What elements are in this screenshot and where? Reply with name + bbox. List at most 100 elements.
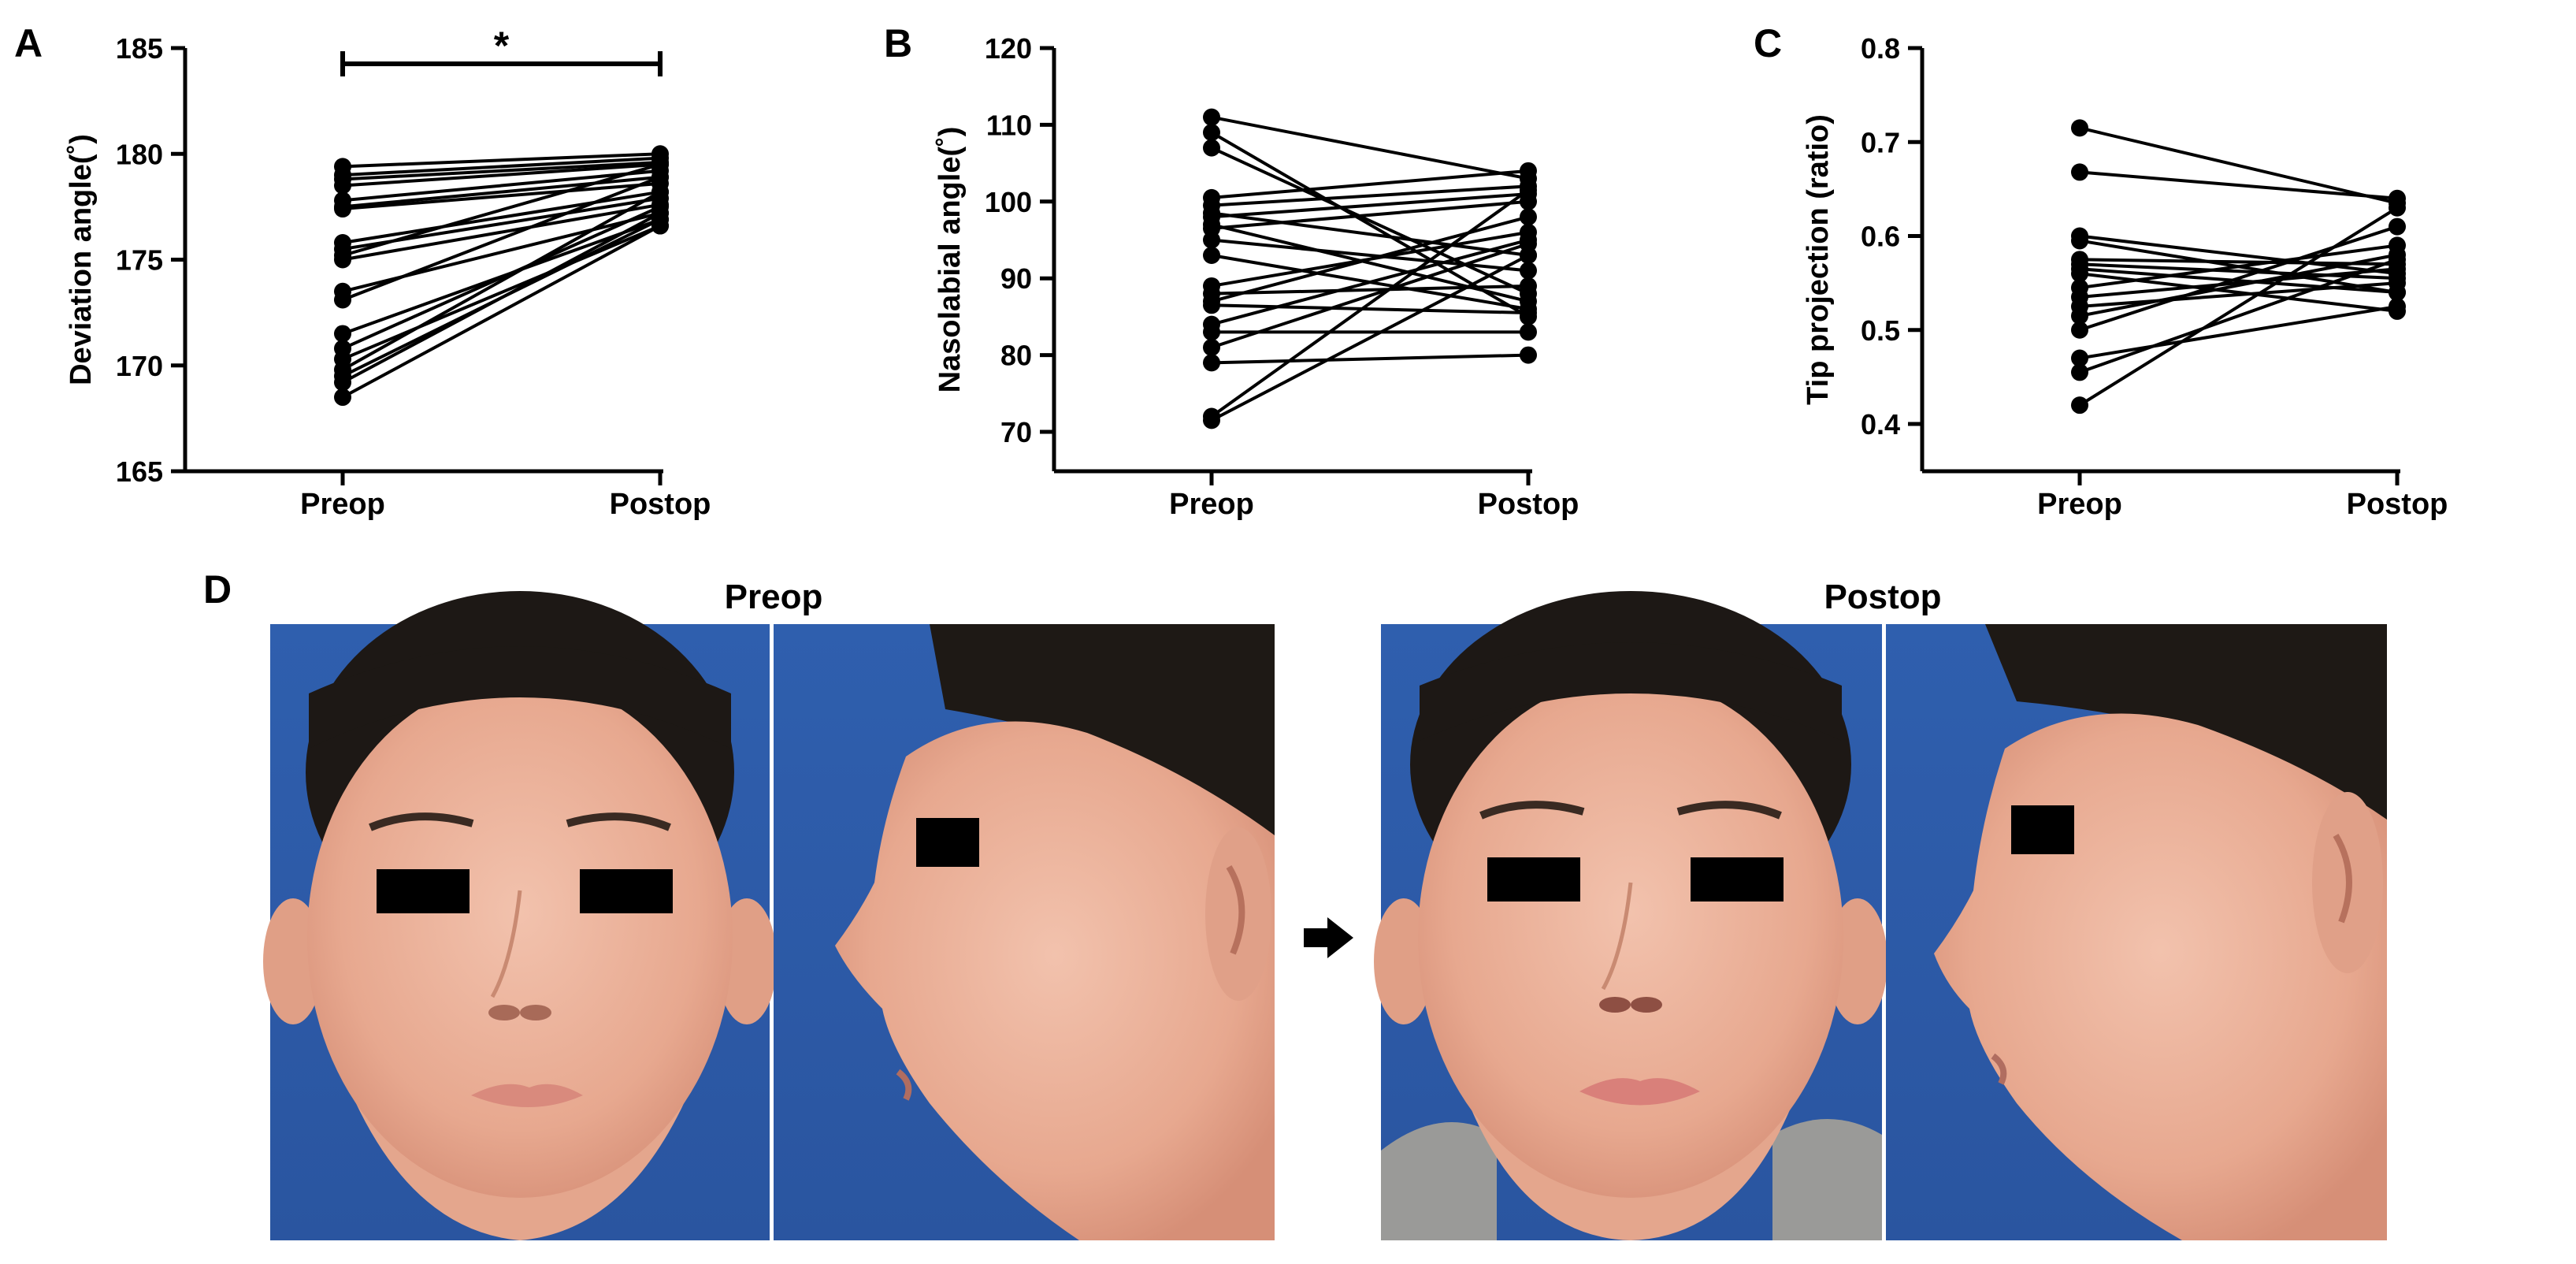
data-point — [2071, 363, 2088, 381]
series-line — [342, 205, 661, 351]
y-tick-label: 120 — [985, 32, 1032, 65]
y-axis-title: Nasolabial angle(˚) — [934, 127, 967, 393]
data-point — [2071, 119, 2088, 137]
data-point — [1520, 162, 1537, 180]
series-line — [342, 203, 661, 262]
postop-photo-title: Postop — [1824, 578, 1941, 616]
y-axis-title: Tip projection (ratio) — [1802, 114, 1835, 405]
data-point — [651, 183, 669, 201]
series-line — [2079, 253, 2398, 318]
data-point — [334, 291, 351, 309]
data-point — [334, 388, 351, 407]
data-point — [2389, 297, 2406, 315]
data-point — [651, 217, 669, 235]
y-tick-label: 165 — [116, 455, 163, 488]
data-point — [1520, 181, 1537, 199]
x-tick-label: Preop — [300, 488, 385, 521]
data-point — [1203, 246, 1220, 264]
series-line — [342, 175, 661, 302]
series-line — [1211, 238, 1529, 273]
chart-a-deviation-angle: 165 170 175 180 185 Preop Postop Deviation angl… — [65, 24, 711, 521]
data-point — [1520, 246, 1537, 264]
series-line — [1211, 146, 1529, 296]
data-point — [1520, 346, 1537, 364]
series-line — [1211, 192, 1529, 219]
preop-lateral-photo — [774, 624, 1275, 1240]
data-point — [2071, 321, 2088, 339]
x-tick-label: Preop — [1169, 488, 1254, 521]
series-line — [1211, 215, 1529, 303]
series-line — [1211, 353, 1529, 365]
series-line — [342, 175, 661, 209]
data-point — [334, 374, 351, 392]
data-point — [2071, 265, 2088, 283]
data-point — [2071, 163, 2088, 181]
data-point — [2389, 251, 2406, 269]
series-line — [342, 169, 661, 203]
series-line — [2079, 126, 2398, 205]
series-line — [1211, 242, 1529, 349]
data-point — [2071, 396, 2088, 415]
right-arrow-icon — [1304, 917, 1353, 958]
preop-frontal-photo — [263, 591, 777, 1240]
panel-label-a: A — [14, 21, 43, 65]
series-line — [1211, 169, 1529, 199]
y-tick-label: 0.7 — [1861, 126, 1900, 158]
y-tick-label: 0.4 — [1861, 408, 1900, 441]
y-tick-label: 180 — [116, 138, 163, 170]
series-line — [1211, 211, 1529, 257]
data-point — [1203, 139, 1220, 157]
data-point — [1520, 304, 1537, 322]
data-point — [1203, 108, 1220, 126]
y-tick-label: 80 — [1000, 340, 1032, 372]
series-line — [342, 224, 661, 399]
series-line — [1211, 199, 1529, 230]
y-tick-label: 185 — [116, 32, 163, 65]
postop-frontal-photo — [1374, 591, 1887, 1240]
y-tick-label: 0.8 — [1861, 32, 1900, 65]
series-line — [1211, 284, 1529, 296]
x-tick-label: Postop — [1478, 488, 1579, 521]
data-point — [1203, 338, 1220, 356]
y-tick-label: 100 — [985, 186, 1032, 218]
series-line — [342, 156, 661, 177]
series-line — [2079, 225, 2398, 332]
series-line — [1211, 303, 1529, 315]
series-line — [342, 190, 661, 244]
panel-label-c: C — [1754, 21, 1782, 65]
data-point — [2071, 307, 2088, 325]
y-tick-label: 90 — [1000, 262, 1032, 295]
series-line — [342, 162, 661, 258]
data-point — [334, 251, 351, 269]
series-line — [2079, 244, 2398, 290]
y-tick-label: 0.6 — [1861, 221, 1900, 253]
data-point — [1520, 323, 1537, 341]
y-tick-label: 110 — [986, 109, 1032, 141]
data-point — [1203, 296, 1220, 314]
data-point — [2389, 274, 2406, 292]
series-line — [342, 211, 661, 384]
y-tick-label: 0.5 — [1861, 314, 1900, 347]
x-tick-label: Preop — [2037, 488, 2122, 521]
data-point — [2071, 349, 2088, 367]
series-line — [342, 181, 661, 211]
data-point — [2389, 199, 2406, 217]
series-line — [2078, 206, 2399, 407]
significance-star: * — [494, 24, 510, 68]
series-line — [2079, 267, 2398, 299]
data-point — [1203, 354, 1220, 372]
y-axis-title: Deviation angle(˚) — [65, 134, 98, 385]
data-point — [1203, 124, 1220, 142]
panel-label-d: D — [203, 567, 232, 612]
series-line — [2079, 304, 2398, 360]
panel-label-b: B — [884, 21, 912, 65]
data-point — [1520, 208, 1537, 226]
data-point — [1520, 277, 1537, 295]
series-line — [1211, 115, 1529, 180]
preop-photo-title: Preop — [725, 578, 823, 616]
y-tick-label: 170 — [116, 350, 163, 382]
series-line — [1210, 188, 1530, 418]
data-point — [1203, 411, 1220, 429]
y-tick-label: 175 — [116, 244, 163, 277]
